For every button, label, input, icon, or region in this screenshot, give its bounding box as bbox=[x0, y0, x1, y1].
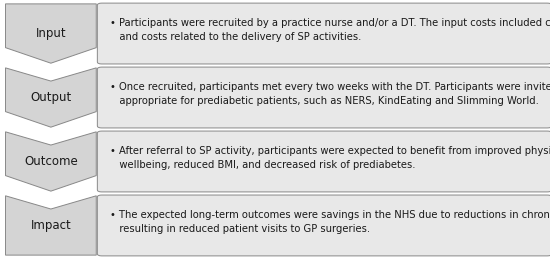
Text: Input: Input bbox=[36, 27, 66, 40]
Polygon shape bbox=[6, 196, 96, 255]
FancyBboxPatch shape bbox=[97, 195, 550, 256]
Polygon shape bbox=[6, 68, 96, 127]
Text: • After referral to SP activity, participants were expected to benefit from impr: • After referral to SP activity, partici… bbox=[110, 146, 550, 170]
Polygon shape bbox=[6, 132, 96, 191]
FancyBboxPatch shape bbox=[97, 131, 550, 192]
Text: Impact: Impact bbox=[30, 219, 72, 232]
Text: Outcome: Outcome bbox=[24, 155, 78, 168]
Text: • Once recruited, participants met every two weeks with the DT. Participants wer: • Once recruited, participants met every… bbox=[110, 82, 550, 106]
Text: Output: Output bbox=[30, 91, 72, 104]
Polygon shape bbox=[6, 4, 96, 63]
Text: • The expected long-term outcomes were savings in the NHS due to reductions in c: • The expected long-term outcomes were s… bbox=[110, 210, 550, 234]
FancyBboxPatch shape bbox=[97, 3, 550, 64]
FancyBboxPatch shape bbox=[97, 67, 550, 128]
Text: • Participants were recruited by a practice nurse and/or a DT. The input costs i: • Participants were recruited by a pract… bbox=[110, 18, 550, 42]
